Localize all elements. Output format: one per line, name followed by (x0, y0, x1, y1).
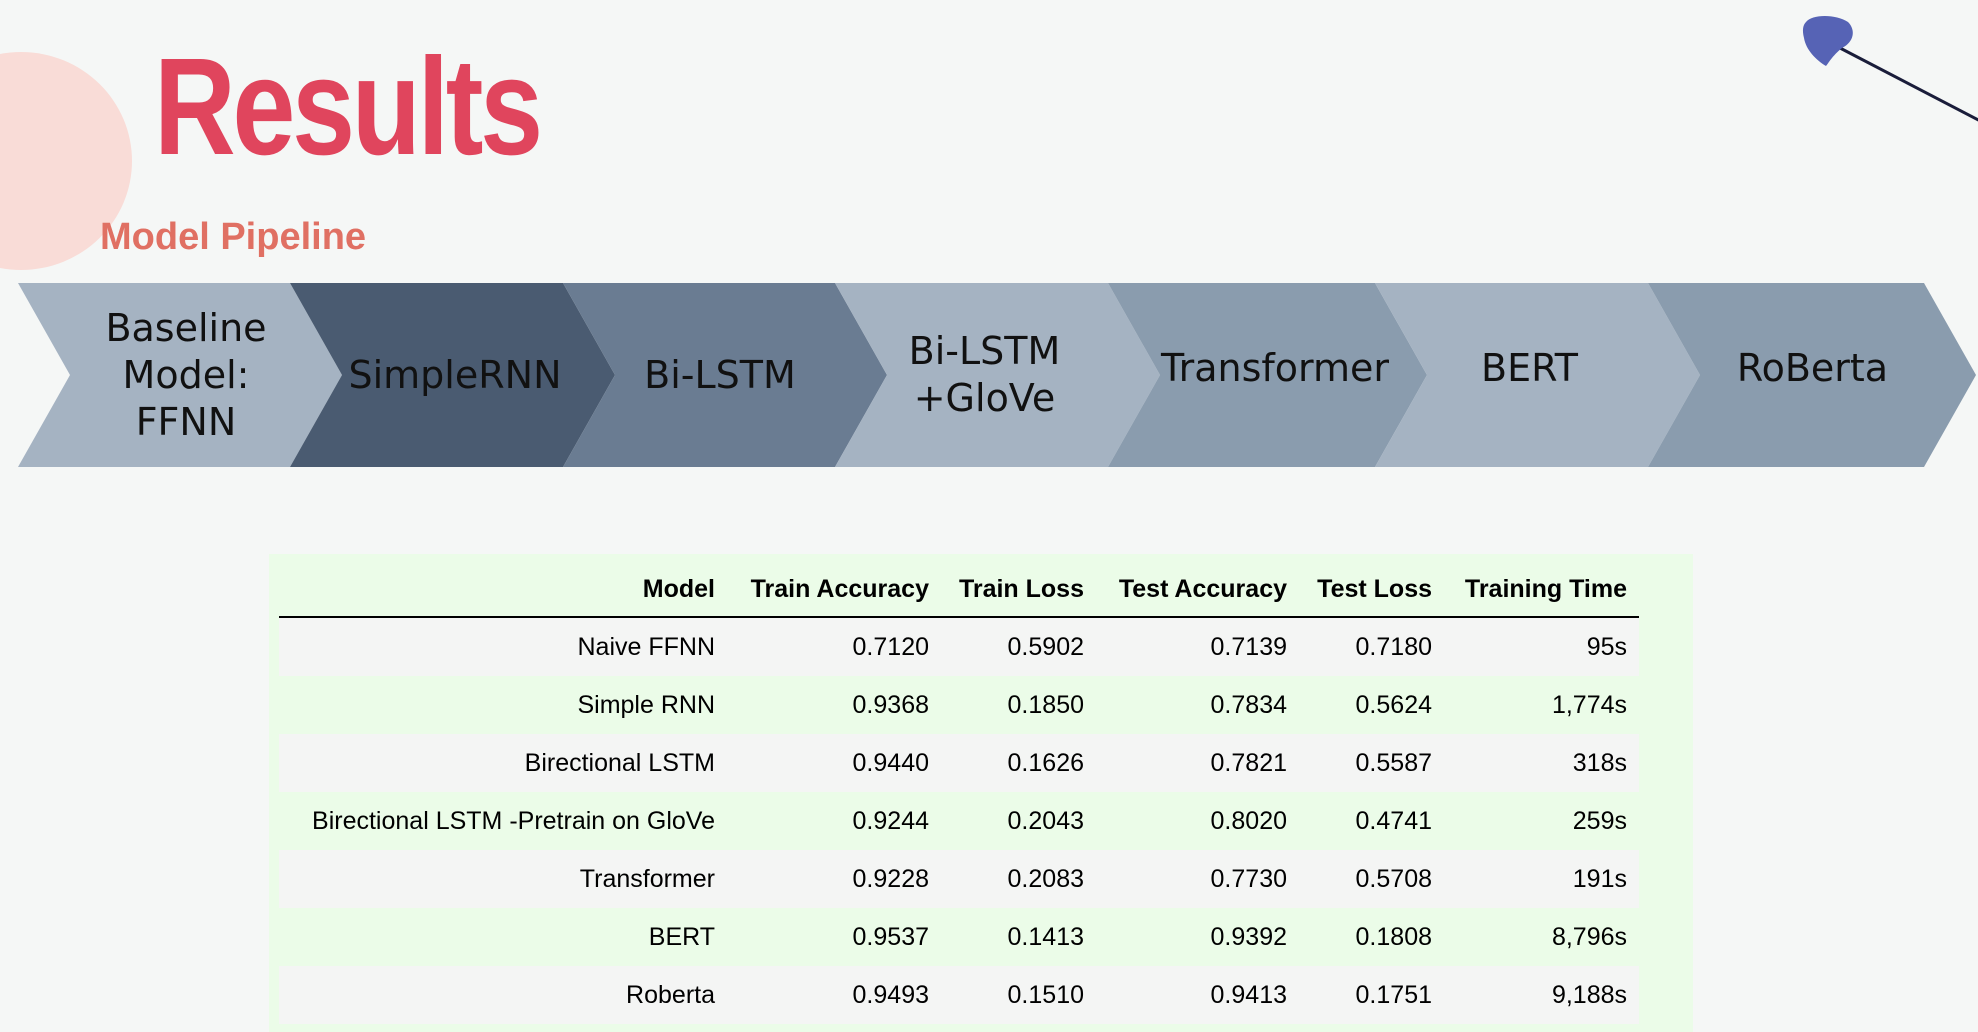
column-header-training-time: Training Time (1444, 562, 1639, 618)
cell-test-loss: 0.1808 (1299, 908, 1444, 966)
pipeline-step-label: Baseline Model: FFNN (105, 305, 267, 444)
cell-training-time: 95s (1444, 617, 1639, 676)
pin-icon (1802, 16, 1853, 66)
table-row: Birectional LSTM 0.9440 0.1626 0.7821 0.… (279, 734, 1639, 792)
cell-training-time: 8,796s (1444, 908, 1639, 966)
cell-test-loss: 0.1751 (1299, 966, 1444, 1024)
cell-test-loss: 0.7180 (1299, 617, 1444, 676)
cell-train-loss: 0.1850 (941, 676, 1096, 734)
chevron-shape-2 (290, 283, 615, 467)
cell-test-loss: 0.5624 (1299, 676, 1444, 734)
pipeline-step-label: RoBerta (1736, 345, 1889, 390)
cell-model: BERT (279, 908, 727, 966)
pipeline-step-bert: BERT (1427, 276, 1632, 460)
chevron-shape-7 (1648, 283, 1976, 467)
table-row: Birectional LSTM -Pretrain on GloVe 0.92… (279, 792, 1639, 850)
cell-model: Transformer (279, 850, 727, 908)
cell-train-accuracy: 0.9493 (727, 966, 941, 1024)
column-header-train-accuracy: Train Accuracy (727, 562, 941, 618)
chevron-shape-4 (835, 283, 1160, 467)
table-row: Roberta 0.9493 0.1510 0.9413 0.1751 9,18… (279, 966, 1639, 1024)
cell-training-time: 1,774s (1444, 676, 1639, 734)
cell-test-loss: 0.5587 (1299, 734, 1444, 792)
cell-test-accuracy: 0.8020 (1096, 792, 1299, 850)
cell-test-loss: 0.5708 (1299, 850, 1444, 908)
table-row: Naive FFNN 0.7120 0.5902 0.7139 0.7180 9… (279, 617, 1639, 676)
column-header-test-accuracy: Test Accuracy (1096, 562, 1299, 618)
pipeline-chevrons (18, 283, 1976, 467)
column-header-test-loss: Test Loss (1299, 562, 1444, 618)
chevron-shape-1 (18, 283, 342, 467)
cell-train-accuracy: 0.9368 (727, 676, 941, 734)
cell-train-accuracy: 0.7120 (727, 617, 941, 676)
cell-train-accuracy: 0.9244 (727, 792, 941, 850)
chevron-shape-3 (563, 283, 887, 467)
table-row: BERT 0.9537 0.1413 0.9392 0.1808 8,796s (279, 908, 1639, 966)
cell-training-time: 9,188s (1444, 966, 1639, 1024)
cell-train-loss: 0.1510 (941, 966, 1096, 1024)
cell-test-accuracy: 0.9413 (1096, 966, 1299, 1024)
cell-model: Naive FFNN (279, 617, 727, 676)
pipeline-step-bilstm: Bi-LSTM (615, 283, 825, 467)
cell-train-loss: 0.1626 (941, 734, 1096, 792)
cell-test-accuracy: 0.7834 (1096, 676, 1299, 734)
cell-train-loss: 0.5902 (941, 617, 1096, 676)
cell-model: Birectional LSTM (279, 734, 727, 792)
cell-test-accuracy: 0.7730 (1096, 850, 1299, 908)
cell-model: Simple RNN (279, 676, 727, 734)
table-row: Simple RNN 0.9368 0.1850 0.7834 0.5624 1… (279, 676, 1639, 734)
cell-train-loss: 0.2043 (941, 792, 1096, 850)
cell-model: Birectional LSTM -Pretrain on GloVe (279, 792, 727, 850)
pin-line (1839, 46, 1978, 122)
table-header-row: Model Train Accuracy Train Loss Test Acc… (279, 562, 1639, 618)
cell-train-loss: 0.2083 (941, 850, 1096, 908)
slide-title: Results (154, 30, 543, 184)
cell-model: Roberta (279, 966, 727, 1024)
cell-train-accuracy: 0.9537 (727, 908, 941, 966)
column-header-model: Model (279, 562, 727, 618)
slide-subtitle: Model Pipeline (100, 216, 367, 258)
results-table: Model Train Accuracy Train Loss Test Acc… (279, 562, 1639, 1024)
table-row: Transformer 0.9228 0.2083 0.7730 0.5708 … (279, 850, 1639, 908)
pipeline-step-label: Bi-LSTM (644, 352, 796, 397)
chevron-shape-5 (1108, 283, 1427, 467)
pipeline-step-label: Bi-LSTM +GloVe (908, 329, 1061, 420)
pipeline-step-label: Transformer (1160, 345, 1390, 390)
chevron-shape-6 (1375, 283, 1700, 467)
pipeline-step-roberta: RoBerta (1700, 276, 1925, 460)
pipeline-step-bilstm-glove: Bi-LSTM +GloVe (887, 283, 1082, 467)
cell-train-accuracy: 0.9228 (727, 850, 941, 908)
cell-training-time: 259s (1444, 792, 1639, 850)
cell-test-loss: 0.4741 (1299, 792, 1444, 850)
cell-test-accuracy: 0.7821 (1096, 734, 1299, 792)
cell-train-loss: 0.1413 (941, 908, 1096, 966)
cell-training-time: 191s (1444, 850, 1639, 908)
cell-test-accuracy: 0.7139 (1096, 617, 1299, 676)
pipeline-step-baseline: Baseline Model: FFNN (70, 283, 302, 467)
pipeline-step-label: SimpleRNN (348, 352, 562, 397)
pipeline-step-simplernn: SimpleRNN (342, 283, 568, 467)
cell-train-accuracy: 0.9440 (727, 734, 941, 792)
column-header-train-loss: Train Loss (941, 562, 1096, 618)
cell-test-accuracy: 0.9392 (1096, 908, 1299, 966)
cell-training-time: 318s (1444, 734, 1639, 792)
pipeline-step-label: BERT (1481, 345, 1578, 390)
pipeline-step-transformer: Transformer (1155, 276, 1395, 460)
